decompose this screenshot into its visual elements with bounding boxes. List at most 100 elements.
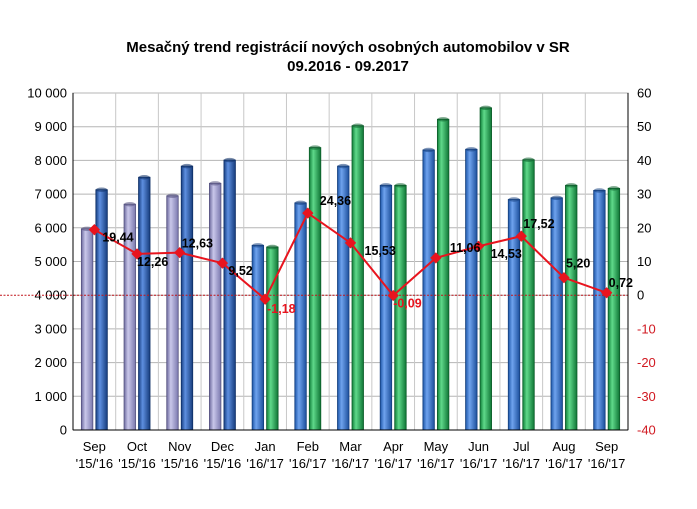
change-data-label: 12,26 (137, 255, 168, 269)
change-data-label: 19,44 (102, 231, 133, 245)
change-point-marker (302, 207, 314, 219)
x-tick-label-month: Jul (513, 439, 530, 454)
change-data-label: 14,53 (491, 247, 522, 261)
x-tick-label-month: Jun (468, 439, 489, 454)
change-point-marker (216, 257, 229, 269)
bar-cap (593, 188, 606, 193)
x-tick-label-month: Sep (83, 439, 106, 454)
chart-title: Mesačný trend registrácií nových osobnýc… (126, 39, 570, 56)
y-right-tick-label: 50 (637, 119, 651, 134)
x-tick-label-period: '16/'17 (332, 456, 370, 471)
bar-cap (181, 163, 193, 169)
change-point-marker (600, 287, 613, 299)
change-data-label: 0,72 (609, 276, 633, 290)
bar-prev-year (251, 244, 265, 431)
bar-cap (550, 195, 563, 201)
chart-subtitle: 09.2016 - 09.2017 (287, 58, 409, 75)
x-tick-label-period: '16/'17 (460, 456, 498, 471)
bar-current-year (479, 107, 492, 431)
change-data-label: 11,06 (450, 241, 481, 255)
change-point-marker (344, 237, 357, 249)
bar-cap (422, 147, 435, 153)
y-left-tick-label: 3 000 (34, 321, 67, 336)
x-tick-label-period: '16/'17 (417, 456, 455, 471)
bar-cap (166, 193, 179, 198)
change-line (88, 207, 613, 305)
bar-cap (138, 175, 151, 180)
change-point-marker (259, 293, 271, 305)
bar-prev-year (593, 189, 606, 431)
bar-current-year (308, 147, 322, 431)
x-tick-label-period: '15/'16 (161, 456, 199, 471)
bar-cap (480, 105, 492, 111)
y-left-tick-label: 0 (60, 423, 67, 438)
y-right-tick-label: -20 (637, 355, 656, 370)
bar-current-year (565, 184, 578, 431)
change-point-marker (131, 248, 143, 260)
change-point-marker (387, 289, 399, 302)
bar-prev-year (550, 197, 563, 431)
x-tick-label-period: '15/'16 (204, 456, 242, 471)
bar-cap (608, 186, 620, 191)
x-tick-label-month: Sep (595, 439, 618, 454)
bar-cap (124, 202, 136, 207)
bar-current-year (180, 165, 194, 431)
bar-cap (522, 157, 535, 162)
y-left-tick-label: 6 000 (34, 220, 67, 235)
y-right-tick-label: 10 (637, 254, 651, 269)
change-point-marker (174, 246, 186, 259)
bar-current-year (351, 125, 364, 431)
y-right-tick-label: -10 (637, 321, 656, 336)
bar-cap (294, 200, 307, 206)
y-right-tick-label: 20 (637, 220, 651, 235)
bar-cap (437, 117, 449, 122)
x-tick-label-month: Mar (339, 439, 362, 454)
change-data-label: 15,53 (365, 244, 396, 258)
y-left-tick-label: 2 000 (34, 355, 67, 370)
y-left-tick-label: 5 000 (34, 254, 67, 269)
bar-cap (209, 181, 221, 186)
y-right-tick-label: -40 (637, 423, 656, 438)
x-tick-label-month: May (424, 439, 449, 454)
change-point-marker (515, 230, 527, 242)
y-left-tick-label: 7 000 (34, 187, 67, 202)
gridlines (72, 92, 629, 431)
x-tick-label-period: '16/'17 (503, 456, 541, 471)
bar-cap (565, 183, 577, 188)
bar-prev-year (422, 149, 435, 431)
bar-current-year (138, 176, 151, 431)
change-data-label: -0,09 (393, 297, 422, 311)
y-left-tick-label: 9 000 (34, 119, 67, 134)
bar-cap (309, 145, 321, 150)
change-data-label: 17,52 (523, 217, 554, 231)
change-point-marker (472, 240, 485, 252)
x-tick-label-month: Nov (168, 439, 192, 454)
change-point-marker (558, 272, 570, 284)
y-right-tick-label: 40 (637, 153, 651, 168)
x-tick-label-period: '16/'17 (246, 456, 284, 471)
change-data-label: -1,18 (267, 302, 296, 316)
x-tick-label-month: Apr (383, 439, 404, 454)
y-right-tick-label: 30 (637, 187, 651, 202)
x-tick-label-period: '15/'16 (118, 456, 156, 471)
bar-current-year (95, 189, 108, 431)
x-tick-label-month: Aug (552, 439, 575, 454)
bar-cap (380, 183, 392, 188)
change-point-marker (430, 252, 442, 264)
x-tick-label-period: '16/'17 (588, 456, 626, 471)
bar-cap (465, 147, 478, 152)
bar-cap (266, 244, 279, 250)
data-labels: 19,44 12,26 12,63 9,52 -1,18 24,36 15,53 -0,09 1… (102, 194, 633, 316)
x-tick-label-period: '16/'17 (374, 456, 412, 471)
bar-prev-year (166, 195, 179, 431)
y-right-tick-label: 60 (637, 86, 651, 101)
x-tick-label-month: Dec (211, 439, 235, 454)
y-left-tick-label: 1 000 (34, 389, 67, 404)
y-left-tick-label: 10 000 (27, 86, 67, 101)
x-tick-label-month: Feb (297, 439, 319, 454)
x-tick-label-period: '16/'17 (545, 456, 583, 471)
bar-cap (95, 187, 108, 192)
bar-prev-year (209, 182, 222, 431)
